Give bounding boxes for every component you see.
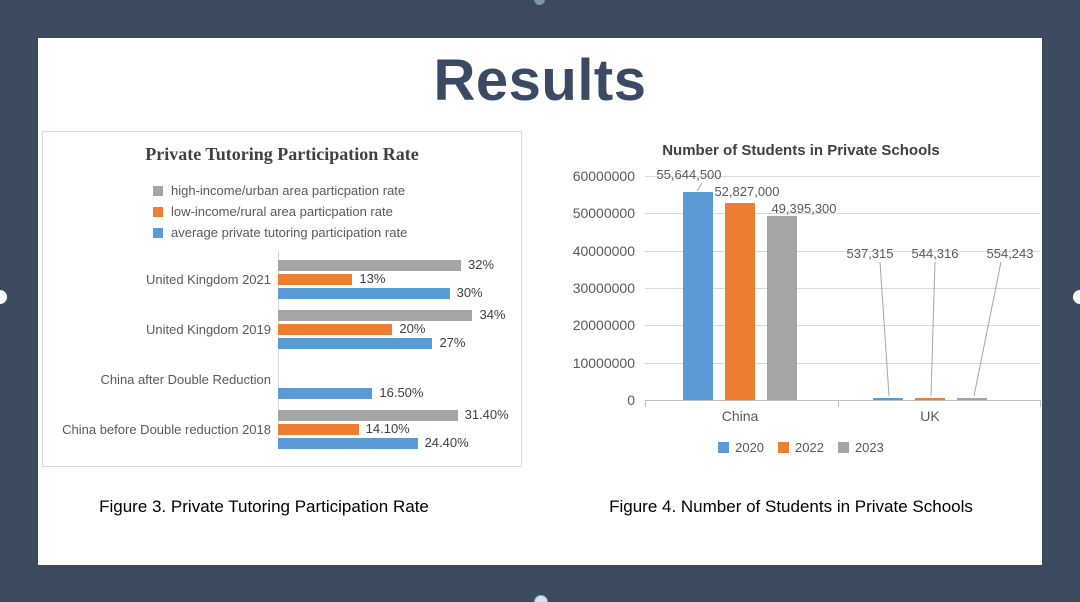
slide-content-panel: Results Private Tutoring Participation R… <box>38 38 1042 565</box>
leader-line <box>930 261 936 397</box>
legend-label: high-income/urban area particpation rate <box>171 183 406 198</box>
value-label: 537,315 <box>846 246 894 261</box>
legend-swatch <box>718 442 730 453</box>
category-label: China before Double reduction 2018 <box>62 421 271 437</box>
value-label: 13% <box>359 271 386 286</box>
bar <box>873 397 903 400</box>
bar <box>278 310 473 321</box>
category-label: United Kingdom 2019 <box>145 321 271 337</box>
bar <box>957 397 987 400</box>
bar <box>725 202 755 400</box>
bar <box>278 274 353 285</box>
gridline <box>645 288 1040 289</box>
value-label: 27% <box>439 335 466 350</box>
bar <box>278 324 393 335</box>
x-axis-line <box>645 400 1041 401</box>
bar <box>278 288 450 299</box>
y-tick-label: 60000000 <box>572 168 635 184</box>
value-label: 49,395,300 <box>771 201 837 216</box>
bar <box>683 192 713 400</box>
legend-label: average private tutoring participation r… <box>171 225 408 240</box>
figure3-chart-title: Private Tutoring Participation Rate <box>145 144 419 164</box>
value-label: 32% <box>468 257 495 272</box>
leader-lines <box>696 182 1002 397</box>
value-label: 34% <box>479 307 506 322</box>
figure4-legend: 2020 2022 2023 <box>558 440 1044 455</box>
y-tick-label: 40000000 <box>572 242 635 259</box>
figure4-chart[interactable]: Number of Students in Private Schools 60… <box>558 138 1044 478</box>
selection-handle-left[interactable] <box>0 290 7 304</box>
y-tick-label: 10000000 <box>572 354 635 371</box>
x-axis-label: UK <box>920 408 940 424</box>
figure4-caption[interactable]: Figure 4. Number of Students in Private … <box>609 497 973 516</box>
value-label: 31.40% <box>464 407 509 422</box>
slide-title[interactable]: Results <box>433 48 647 113</box>
legend-swatch <box>153 206 163 217</box>
gridline <box>645 325 1040 327</box>
value-label: 20% <box>399 321 426 336</box>
figure3-caption[interactable]: Figure 3. Private Tutoring Participation… <box>99 497 429 516</box>
figure4-chart-title: Number of Students in Private Schools <box>662 142 940 159</box>
gridline <box>645 250 1040 252</box>
value-label: 55,644,500 <box>656 167 722 182</box>
axis-tick <box>1040 400 1041 407</box>
y-tick-label: 50000000 <box>572 205 635 222</box>
legend-swatch <box>153 185 163 196</box>
selection-handle-right[interactable] <box>1073 290 1080 304</box>
legend-item: 2023 <box>837 440 884 455</box>
figure3-chart[interactable]: Private Tutoring Participation Rate high… <box>42 131 522 467</box>
selection-handle-top[interactable] <box>534 0 545 5</box>
figure3-plot-area: United Kingdom 2021 32% 13% 30% United Kingd… <box>43 251 519 463</box>
y-tick-label: 30000000 <box>572 280 635 296</box>
bar <box>767 215 797 400</box>
value-label: 554,243 <box>986 246 1034 261</box>
selection-handle-bottom[interactable] <box>534 595 548 602</box>
axis-tick <box>838 400 839 407</box>
legend-item: average private tutoring participation r… <box>153 222 407 243</box>
gridline <box>645 213 1040 215</box>
bar <box>278 388 373 399</box>
legend-swatch <box>837 442 849 453</box>
leader-line <box>973 261 1002 397</box>
category-axis-line <box>278 251 279 449</box>
leader-line <box>879 261 890 397</box>
bar <box>278 424 359 435</box>
axis-tick <box>645 400 646 407</box>
value-label: 24.40% <box>424 435 469 450</box>
legend-label: low-income/rural area particpation rate <box>171 204 393 219</box>
value-label: 16.50% <box>379 385 424 400</box>
value-label: 14.10% <box>365 421 410 436</box>
bar <box>278 260 462 271</box>
value-label: 30% <box>456 285 483 300</box>
bar <box>278 338 433 349</box>
bar <box>278 410 458 421</box>
bar <box>278 438 418 449</box>
gridline <box>645 176 1040 177</box>
category-label: China after Double Reduction <box>100 371 271 387</box>
category-label: United Kingdom 2021 <box>145 271 271 287</box>
legend-label: 2020 <box>735 440 765 455</box>
legend-item: 2022 <box>778 440 824 455</box>
x-axis-label: China <box>721 408 759 424</box>
legend-item: high-income/urban area particpation rate <box>153 180 407 201</box>
legend-swatch <box>778 442 790 453</box>
y-tick-label: 0 <box>627 392 635 408</box>
y-tick-label: 20000000 <box>572 317 635 334</box>
bar <box>915 397 945 400</box>
legend-item: low-income/rural area particpation rate <box>153 201 407 222</box>
figure3-legend: high-income/urban area particpation rate… <box>153 180 407 243</box>
gridline <box>645 362 1040 364</box>
value-label: 52,827,000 <box>714 184 780 199</box>
legend-label: 2023 <box>854 440 884 455</box>
legend-label: 2022 <box>795 440 824 455</box>
value-label: 544,316 <box>911 246 959 261</box>
legend-swatch <box>153 227 163 238</box>
legend-item: 2020 <box>718 440 764 455</box>
